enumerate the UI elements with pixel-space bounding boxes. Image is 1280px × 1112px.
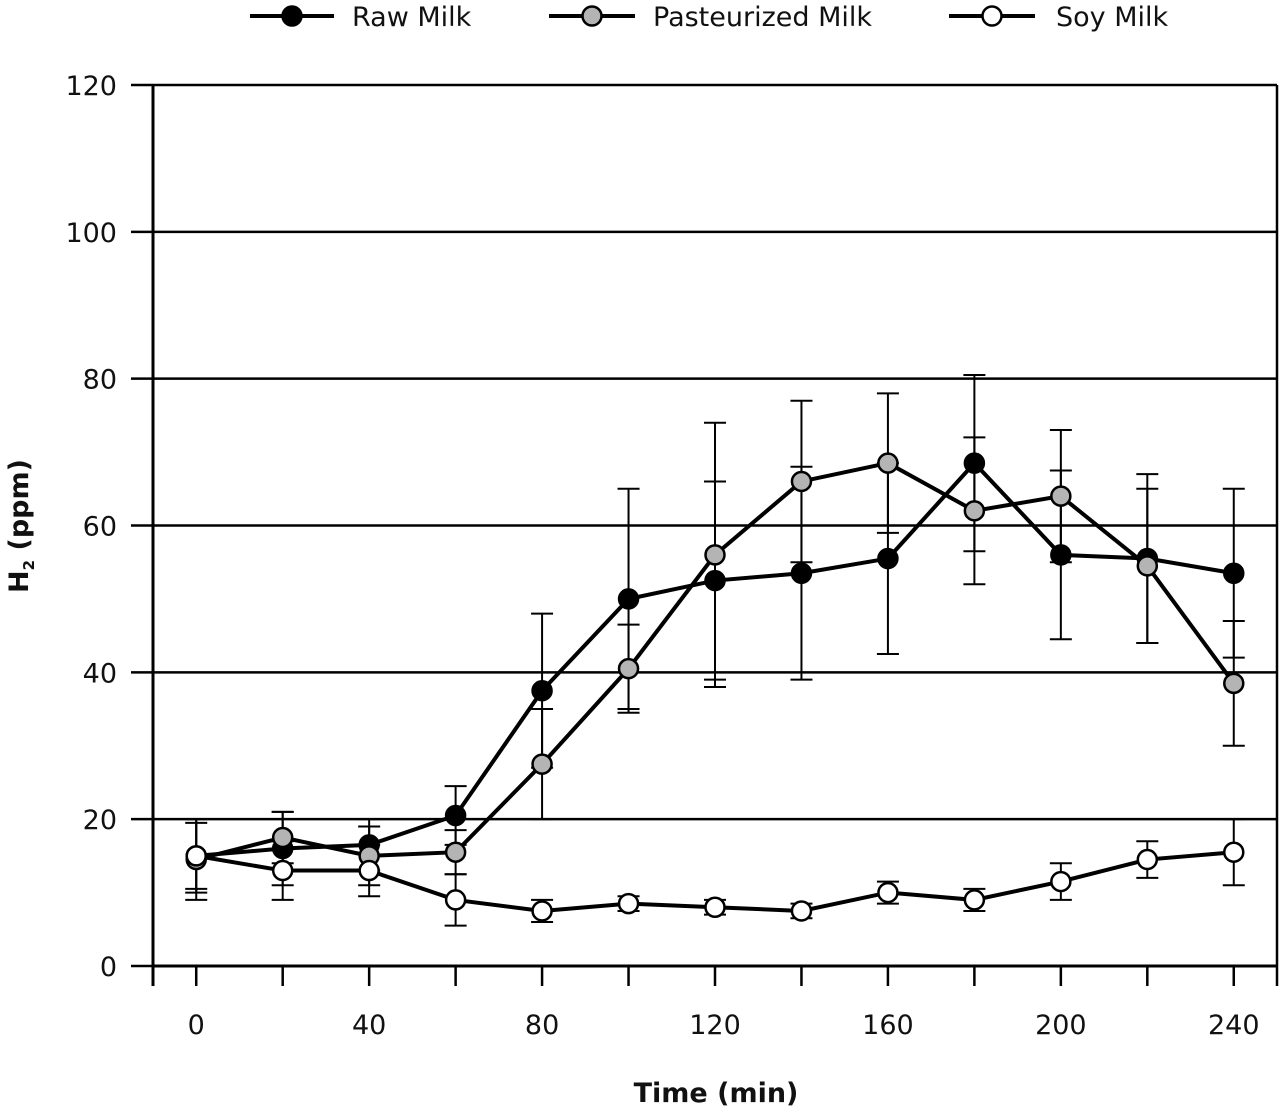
x-axis-ticks: 0 40 80 120 160 200 240 bbox=[151, 966, 1279, 1041]
data-point bbox=[1136, 555, 1159, 577]
data-point bbox=[617, 657, 640, 680]
data-point bbox=[1050, 485, 1072, 507]
data-point bbox=[1136, 848, 1159, 871]
data-point bbox=[617, 892, 640, 915]
data-point bbox=[1223, 672, 1245, 695]
data-point bbox=[877, 547, 899, 570]
series-pasteurized-milk bbox=[185, 392, 1245, 901]
data-point bbox=[963, 500, 986, 522]
y-tick-label: 60 bbox=[83, 512, 117, 543]
y-tick-label: 100 bbox=[65, 218, 117, 249]
data-point bbox=[531, 679, 553, 702]
data-point bbox=[1223, 841, 1245, 863]
y-axis-title-rest: (ppm) bbox=[4, 459, 35, 560]
legend-label: Raw Milk bbox=[352, 2, 472, 33]
plot-series bbox=[185, 373, 1245, 927]
data-point bbox=[185, 845, 207, 867]
x-tick-label: 0 bbox=[188, 1010, 205, 1041]
data-point bbox=[790, 470, 813, 493]
data-point bbox=[271, 826, 294, 849]
data-point bbox=[444, 804, 467, 827]
markers-soy-milk bbox=[185, 841, 1245, 922]
data-point bbox=[1050, 544, 1072, 566]
data-point bbox=[704, 569, 726, 592]
y-tick-label: 80 bbox=[83, 365, 117, 396]
markers-pasteurized-milk bbox=[185, 452, 1245, 871]
legend-label: Pasteurized Milk bbox=[653, 2, 872, 33]
x-tick-label: 240 bbox=[1208, 1010, 1260, 1041]
x-axis-title: Time (min) bbox=[634, 1078, 799, 1109]
y-tick-label: 20 bbox=[83, 805, 117, 836]
data-point bbox=[444, 841, 467, 863]
y-axis-title-main: H bbox=[4, 570, 35, 593]
data-point bbox=[704, 896, 726, 919]
x-tick-label: 40 bbox=[352, 1010, 386, 1041]
legend-item: Soy Milk bbox=[949, 2, 1169, 33]
x-tick-label: 200 bbox=[1035, 1010, 1087, 1041]
data-point bbox=[963, 889, 986, 911]
data-point bbox=[877, 452, 899, 474]
data-point bbox=[271, 859, 294, 882]
legend-marker bbox=[281, 5, 303, 27]
legend-label: Soy Milk bbox=[1056, 2, 1169, 33]
data-point bbox=[358, 859, 380, 882]
legend-marker bbox=[981, 5, 1003, 27]
x-tick-label: 120 bbox=[689, 1010, 741, 1041]
legend-item: Raw Milk bbox=[250, 2, 472, 33]
data-point bbox=[877, 881, 899, 904]
legend-item: Pasteurized Milk bbox=[549, 2, 872, 33]
y-axis-title-sub: 2 bbox=[20, 560, 38, 570]
data-point bbox=[444, 889, 467, 911]
data-point bbox=[1050, 870, 1072, 893]
y-tick-label: 0 bbox=[100, 952, 117, 983]
legend-marker bbox=[581, 5, 603, 27]
data-point bbox=[1223, 562, 1245, 584]
markers-raw-milk bbox=[185, 452, 1245, 867]
data-point bbox=[963, 452, 986, 474]
x-tick-label: 160 bbox=[862, 1010, 914, 1041]
y-axis-ticks: 0 20 40 60 80 100 120 bbox=[65, 71, 153, 983]
data-point bbox=[790, 562, 813, 584]
y-axis-title: H2 (ppm) bbox=[4, 459, 38, 593]
legend: Raw Milk Pasteurized Milk Soy Milk bbox=[250, 2, 1169, 33]
y-tick-label: 120 bbox=[65, 71, 117, 102]
data-point bbox=[704, 544, 726, 566]
x-tick-label: 80 bbox=[525, 1010, 559, 1041]
data-point bbox=[790, 900, 813, 922]
data-point bbox=[531, 900, 553, 922]
data-point bbox=[531, 753, 553, 775]
data-point bbox=[617, 588, 640, 610]
y-tick-label: 40 bbox=[83, 658, 117, 689]
